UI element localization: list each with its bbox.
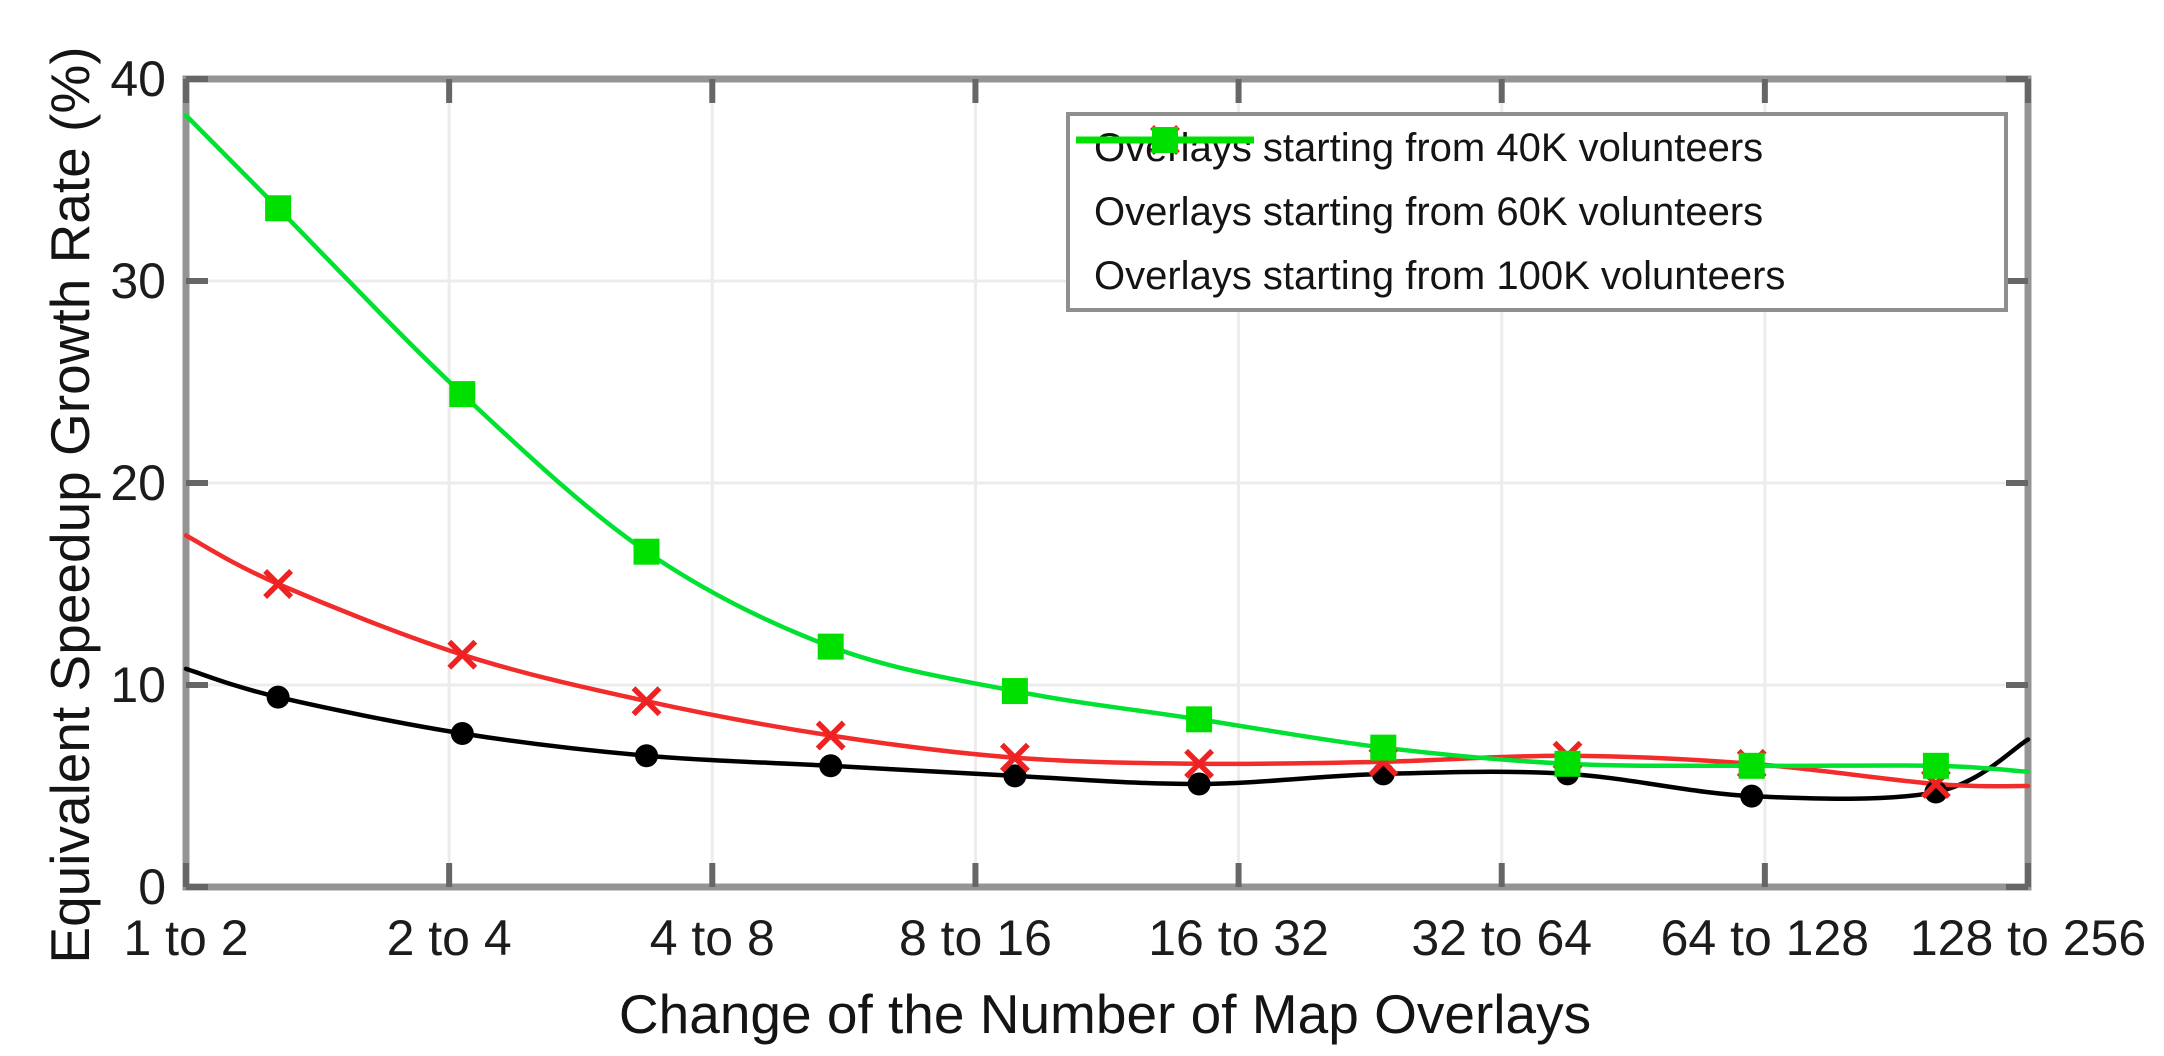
circle-marker [635, 744, 658, 768]
x-tick-label: 64 to 128 [1660, 910, 1870, 966]
x-tick-mark [446, 863, 453, 887]
x-axis-label: Change of the Number of Map Overlays [618, 983, 1592, 1045]
x-tick-label: 32 to 64 [1411, 910, 1593, 966]
square-marker [1152, 127, 1178, 153]
x-marker [815, 720, 846, 751]
x-tick-mark-top [446, 79, 453, 103]
square-marker [1554, 750, 1581, 777]
x-marker [1184, 748, 1215, 779]
y-tick-mark [186, 76, 208, 82]
circle-marker [819, 754, 843, 778]
legend-entry: Overlays starting from 100K volunteers [1070, 127, 2004, 307]
x-tick-label: 128 to 256 [1909, 910, 2147, 966]
square-marker [1370, 734, 1397, 761]
legend-label: Overlays starting from 40K volunteers [1094, 125, 1764, 170]
y-tick-mark [186, 278, 208, 284]
x-marker [631, 686, 662, 717]
x-tick-mark [2025, 863, 2031, 887]
legend-entry: Overlays starting from 60K volunteers [1070, 125, 2004, 243]
x-tick-mark-top [183, 79, 189, 103]
legend-entry: Overlays starting from 40K volunteers [1070, 117, 2004, 179]
legend-swatch [1076, 127, 1254, 153]
x-tick-label: 2 to 4 [386, 910, 512, 966]
square-marker [633, 538, 660, 565]
y-tick-label: 40 [110, 51, 166, 107]
y-axis-label: Equivalent Speedup Growth Rate (%) [39, 46, 101, 964]
square-marker [265, 195, 292, 222]
circle-marker [266, 685, 290, 709]
x-marker [447, 639, 478, 670]
y-tick-mark-right [2006, 480, 2028, 486]
y-tick-label: 20 [110, 455, 166, 511]
x-tick-mark-top [1761, 79, 1768, 103]
x-tick-mark [709, 863, 716, 887]
square-marker [1738, 752, 1765, 779]
x-tick-mark-top [1498, 79, 1505, 103]
x-tick-mark [972, 863, 979, 887]
y-tick-mark-right [2006, 76, 2028, 82]
x-marker [263, 569, 294, 599]
y-tick-mark-right [2006, 884, 2028, 890]
square-marker [1001, 678, 1028, 705]
circle-marker [450, 721, 474, 745]
x-tick-mark-top [1235, 79, 1242, 103]
x-marker [999, 742, 1030, 773]
y-tick-label: 0 [138, 859, 166, 915]
y-tick-label: 10 [110, 657, 166, 713]
series-markers [265, 195, 1949, 779]
circle-marker [1740, 784, 1764, 808]
bottom-spine [182, 883, 2032, 891]
x-tick-mark [1498, 863, 1505, 887]
y-tick-mark [186, 480, 208, 486]
circle-marker [1371, 762, 1395, 786]
y-tick-mark-right [2006, 278, 2028, 284]
square-marker [817, 633, 844, 660]
x-tick-label: 4 to 8 [649, 910, 775, 966]
x-tick-label: 1 to 2 [123, 910, 249, 966]
x-tick-mark [1761, 863, 1768, 887]
square-marker [1922, 752, 1949, 779]
x-tick-mark-top [972, 79, 979, 103]
x-tick-mark-top [709, 79, 716, 103]
square-marker [449, 381, 476, 408]
legend-label: Overlays starting from 60K volunteers [1094, 189, 1764, 234]
x-tick-mark-top [2025, 79, 2031, 103]
square-marker [1186, 706, 1213, 733]
y-tick-label: 30 [110, 253, 166, 309]
top-spine [182, 75, 2032, 83]
x-tick-mark [183, 863, 189, 887]
circle-marker [1003, 764, 1027, 788]
series-line [183, 533, 2031, 789]
x-tick-mark [1235, 863, 1242, 887]
y-tick-mark-right [2006, 682, 2028, 688]
circle-marker [1187, 772, 1211, 796]
x-tick-label: 16 to 32 [1148, 910, 1329, 966]
x-tick-label: 8 to 16 [898, 910, 1052, 966]
legend: Overlays starting from 40K volunteers Ove… [1066, 112, 2008, 312]
y-tick-mark [186, 682, 208, 688]
y-tick-mark [186, 884, 208, 890]
legend-label: Overlays starting from 100K volunteers [1094, 253, 1786, 298]
